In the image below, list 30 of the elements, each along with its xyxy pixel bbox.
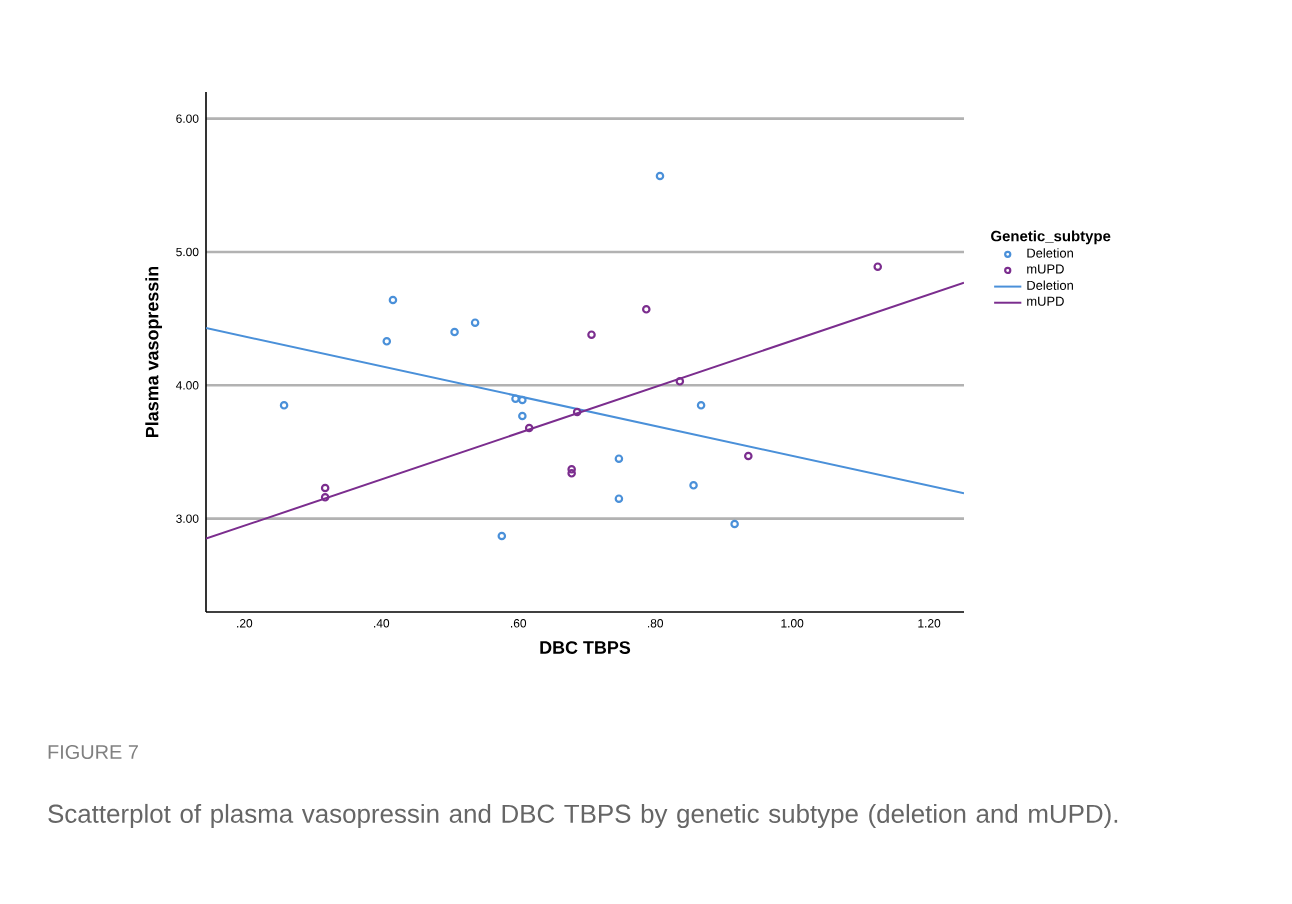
point (689, 481, 698, 490)
point (614, 494, 624, 503)
point (388, 295, 398, 305)
point (567, 469, 576, 478)
point (497, 531, 507, 541)
point (642, 305, 651, 314)
point (518, 411, 527, 421)
point (730, 519, 739, 529)
point (320, 483, 330, 493)
point (450, 327, 459, 337)
point (567, 465, 576, 474)
point (696, 401, 706, 410)
point (320, 493, 330, 502)
point (675, 377, 685, 386)
point (382, 337, 392, 346)
text: Scatterplot of plasma vasopressin and DBC TBPS by genetic subtype (deletion and mUPD). (48, 803, 1118, 829)
y-axis-title: Plasma vasopressin (145, 266, 163, 438)
point (279, 401, 289, 410)
point (511, 394, 520, 403)
point (614, 454, 624, 463)
point (873, 262, 883, 271)
point (524, 423, 534, 433)
x-axis-title: DBC TBPS (540, 641, 631, 654)
point (518, 395, 527, 405)
point (470, 318, 480, 327)
point (587, 330, 596, 339)
point (655, 171, 665, 181)
point (572, 407, 582, 417)
caption: FIGURE 7 (48, 744, 138, 760)
point (744, 451, 753, 461)
